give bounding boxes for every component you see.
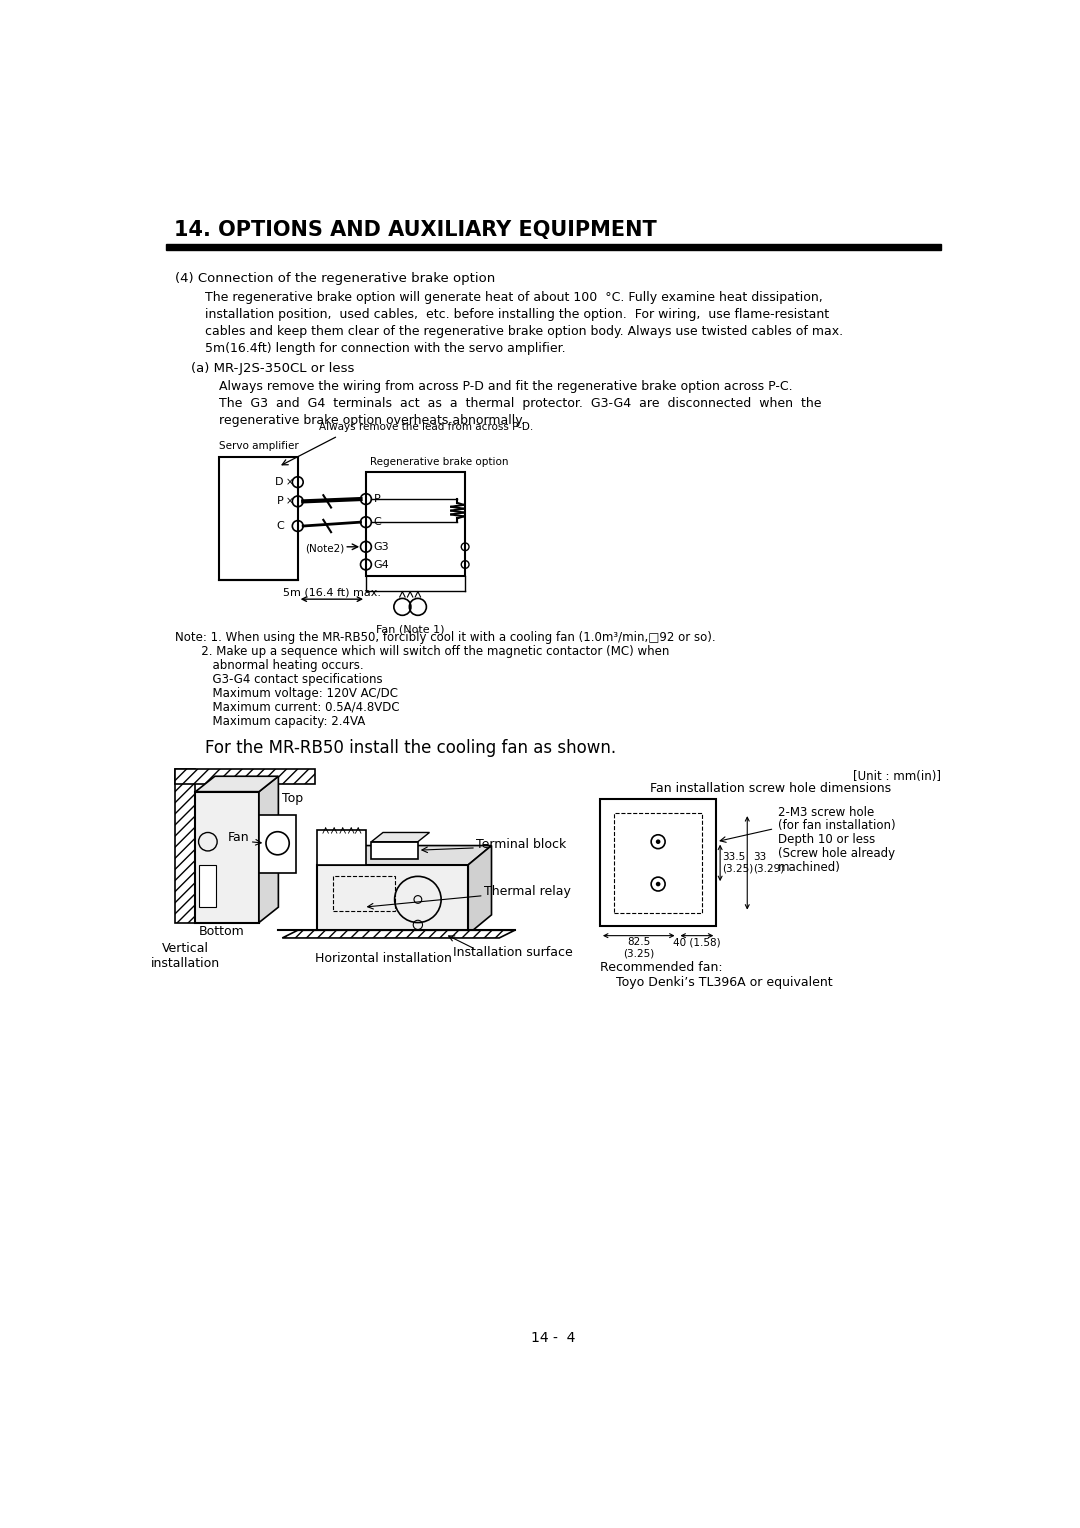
Polygon shape <box>195 776 279 792</box>
Polygon shape <box>318 845 491 865</box>
Text: Always remove the wiring from across P-D and fit the regenerative brake option a: Always remove the wiring from across P-D… <box>218 380 793 394</box>
Text: machined): machined) <box>779 860 841 874</box>
Text: abnormal heating occurs.: abnormal heating occurs. <box>175 659 364 672</box>
Text: 40 (1.58): 40 (1.58) <box>673 937 720 947</box>
Text: (for fan installation): (for fan installation) <box>779 819 896 833</box>
Text: Always remove the lead from across P-D.: Always remove the lead from across P-D. <box>320 422 534 432</box>
Text: Installation surface: Installation surface <box>453 946 572 958</box>
Text: Maximum voltage: 120V AC/DC: Maximum voltage: 120V AC/DC <box>175 688 399 700</box>
Text: Fan (Note 1): Fan (Note 1) <box>376 625 444 634</box>
Text: Depth 10 or less: Depth 10 or less <box>779 833 876 847</box>
Polygon shape <box>259 776 279 923</box>
Bar <box>166 244 941 251</box>
Text: Note: 1. When using the MR-RB50, forcibly cool it with a cooling fan (1.0m³/min,: Note: 1. When using the MR-RB50, forcibl… <box>175 631 716 645</box>
Text: For the MR-RB50 install the cooling fan as shown.: For the MR-RB50 install the cooling fan … <box>205 740 616 758</box>
Text: 5m(16.4ft) length for connection with the servo amplifier.: 5m(16.4ft) length for connection with th… <box>205 342 565 354</box>
Text: (a) MR-J2S-350CL or less: (a) MR-J2S-350CL or less <box>191 362 354 374</box>
Text: Horizontal installation: Horizontal installation <box>314 952 451 964</box>
Bar <box>175 769 314 784</box>
Bar <box>318 865 469 934</box>
Bar <box>366 472 465 576</box>
Text: G3-G4 contact specifications: G3-G4 contact specifications <box>175 672 383 686</box>
Text: ×: × <box>286 477 294 487</box>
Text: cables and keep them clear of the regenerative brake option body. Always use twi: cables and keep them clear of the regene… <box>205 325 842 338</box>
Text: G4: G4 <box>374 559 390 570</box>
Polygon shape <box>469 845 491 934</box>
Text: C: C <box>276 521 284 532</box>
Bar <box>613 813 702 912</box>
Text: P: P <box>278 497 284 506</box>
Polygon shape <box>372 833 430 842</box>
Bar <box>372 842 418 859</box>
Text: Recommended fan:: Recommended fan: <box>600 961 723 973</box>
Bar <box>333 877 394 911</box>
Text: 33
(3.29): 33 (3.29) <box>754 851 785 874</box>
Text: (Note2): (Note2) <box>306 544 345 553</box>
Text: Thermal relay: Thermal relay <box>484 885 570 898</box>
Text: D: D <box>275 477 284 487</box>
Text: (4) Connection of the regenerative brake option: (4) Connection of the regenerative brake… <box>175 272 496 284</box>
Text: Toyo Denki’s TL396A or equivalent: Toyo Denki’s TL396A or equivalent <box>600 976 833 990</box>
Circle shape <box>656 839 661 843</box>
Circle shape <box>656 882 661 886</box>
Bar <box>195 792 259 923</box>
Bar <box>200 865 216 908</box>
Polygon shape <box>282 931 515 938</box>
Text: Regenerative brake option: Regenerative brake option <box>369 457 509 468</box>
Bar <box>600 799 716 926</box>
Text: Bottom: Bottom <box>199 924 244 938</box>
Text: ×: × <box>286 497 294 506</box>
Text: P: P <box>374 494 380 504</box>
Bar <box>259 814 296 872</box>
Text: 2. Make up a sequence which will switch off the magnetic contactor (MC) when: 2. Make up a sequence which will switch … <box>175 645 670 659</box>
Text: Top: Top <box>282 792 303 805</box>
Text: Servo amplifier: Servo amplifier <box>218 442 298 451</box>
Text: installation: installation <box>151 957 220 970</box>
Text: 5m (16.4 ft) max.: 5m (16.4 ft) max. <box>283 588 381 597</box>
Text: Terminal block: Terminal block <box>476 837 566 851</box>
Bar <box>175 769 195 923</box>
Text: Fan installation screw hole dimensions: Fan installation screw hole dimensions <box>650 782 891 796</box>
Text: Vertical: Vertical <box>162 941 208 955</box>
Text: 14. OPTIONS AND AUXILIARY EQUIPMENT: 14. OPTIONS AND AUXILIARY EQUIPMENT <box>174 220 657 240</box>
Text: 2-M3 screw hole: 2-M3 screw hole <box>779 805 875 819</box>
Text: [Unit : mm(in)]: [Unit : mm(in)] <box>853 770 941 782</box>
Text: G3: G3 <box>374 542 389 552</box>
Text: 14 -  4: 14 - 4 <box>531 1331 576 1345</box>
Text: The  G3  and  G4  terminals  act  as  a  thermal  protector.  G3-G4  are  discon: The G3 and G4 terminals act as a thermal… <box>218 397 821 411</box>
Bar <box>318 830 366 865</box>
Text: (Screw hole already: (Screw hole already <box>779 847 895 860</box>
Text: regenerative brake option overheats abnormally.: regenerative brake option overheats abno… <box>218 414 525 428</box>
Text: Maximum capacity: 2.4VA: Maximum capacity: 2.4VA <box>175 715 365 727</box>
Text: C: C <box>374 516 381 527</box>
Text: The regenerative brake option will generate heat of about 100  °C. Fully examine: The regenerative brake option will gener… <box>205 292 823 304</box>
Text: Fan: Fan <box>228 831 249 845</box>
Text: Maximum current: 0.5A/4.8VDC: Maximum current: 0.5A/4.8VDC <box>175 701 400 714</box>
Text: installation position,  used cables,  etc. before installing the option.  For wi: installation position, used cables, etc.… <box>205 309 828 321</box>
Text: 82.5
(3.25): 82.5 (3.25) <box>623 937 654 958</box>
Text: 33.5
(3.25): 33.5 (3.25) <box>723 851 754 874</box>
Bar <box>218 457 298 581</box>
